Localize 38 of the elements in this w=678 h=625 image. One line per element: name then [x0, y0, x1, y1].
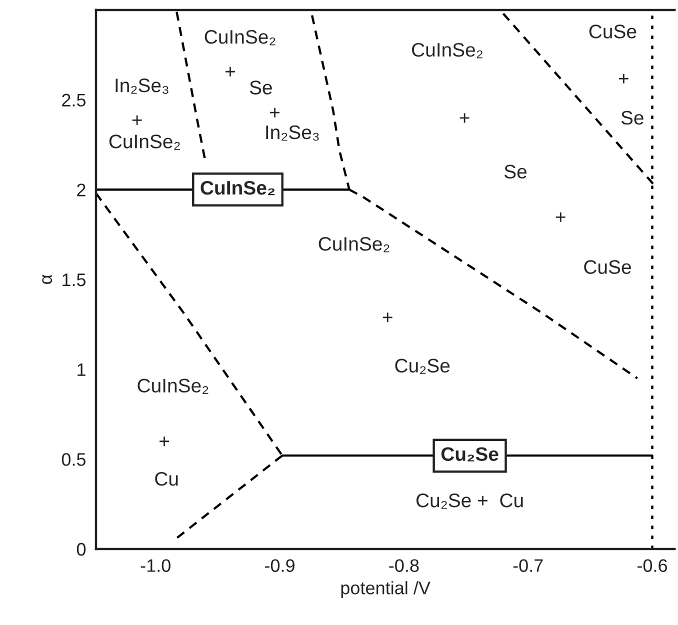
x-tick-label: -0.8 [389, 559, 419, 572]
y-tick-label: 1.5 [62, 274, 86, 286]
annotation: CuInSe₂ [138, 378, 208, 394]
annotation: CuSe [584, 260, 631, 274]
x-axis-title: potential /V [341, 581, 430, 598]
annotation: + [226, 66, 235, 76]
x-tick-label: -1.0 [140, 559, 170, 572]
annotation: + [382, 312, 392, 322]
annotation: Cu₂Se [395, 358, 450, 374]
y-tick-label: 2 [77, 184, 86, 196]
x-tick-label: -0.6 [638, 559, 668, 572]
annotation: Cu₂Se + Cu [416, 494, 523, 509]
annotation: CuInSe₂ [204, 30, 276, 46]
annotation: Se [250, 80, 272, 94]
annotation: + [132, 115, 142, 125]
y-tick-label: 1 [78, 363, 86, 376]
annotation: Cu [155, 472, 178, 486]
y-axis-title: α [42, 274, 52, 284]
annotation: + [618, 74, 628, 84]
y-tick-label: 0.5 [62, 453, 86, 466]
x-tick-label: -0.7 [513, 559, 543, 572]
annotation: Se [621, 110, 644, 125]
annotation: + [160, 436, 169, 446]
annotation: + [270, 108, 280, 118]
annotation: CuInSe₂ [109, 134, 180, 150]
y-tick-label: 2.5 [62, 94, 86, 107]
annotation: CuInSe₂ [412, 42, 482, 58]
annotation: Se [504, 164, 527, 179]
annotation: In₂Se₃ [266, 125, 319, 141]
annotation: Cu₂Se [441, 447, 498, 462]
annotation: + [460, 113, 470, 123]
annotation: CuSe [589, 24, 636, 38]
annotation: CuInSe₂ [200, 180, 275, 196]
annotation: CuInSe₂ [318, 236, 390, 252]
y-tick-label: 0 [76, 542, 86, 556]
annotation: In₂Se₃ [116, 78, 168, 94]
annotation: + [556, 212, 566, 222]
x-tick-label: -0.9 [265, 559, 294, 572]
